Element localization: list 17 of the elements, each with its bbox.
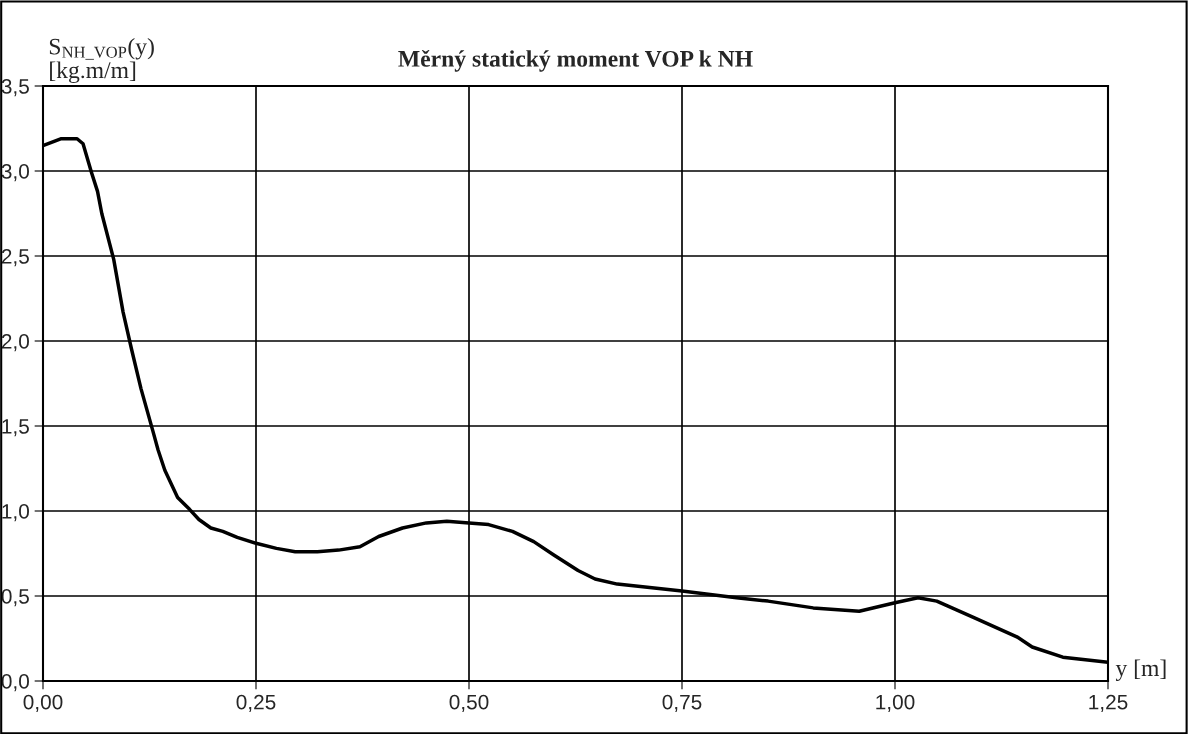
y-tick-label: 2,5 (1, 249, 29, 267)
x-tick-label: 1,25 (1089, 694, 1128, 712)
chart-title: Měrný statický moment VOP k NH (398, 49, 753, 72)
x-tick-label: 0,50 (449, 694, 489, 712)
x-tick-label: 1,00 (876, 694, 915, 712)
x-axis-title: y [m] (1115, 659, 1166, 681)
x-tick-label: 0,75 (662, 694, 702, 712)
y-tick-label: 0,5 (1, 589, 29, 607)
y-tick-label: 2,0 (1, 334, 29, 352)
y-axis-title: S$_{NH_VOP}$(y) [kg.m/m] (49, 37, 154, 84)
y-tick-label: 1,5 (2, 419, 29, 437)
x-tick-label: 0,25 (236, 694, 276, 712)
y-tick-label: 1,0 (2, 504, 29, 522)
x-tick-label: 0,00 (23, 694, 63, 712)
y-tick-label: 3,5 (1, 79, 29, 97)
y-tick-label: 3,0 (1, 164, 29, 182)
y-tick-label: 0,0 (1, 674, 29, 692)
